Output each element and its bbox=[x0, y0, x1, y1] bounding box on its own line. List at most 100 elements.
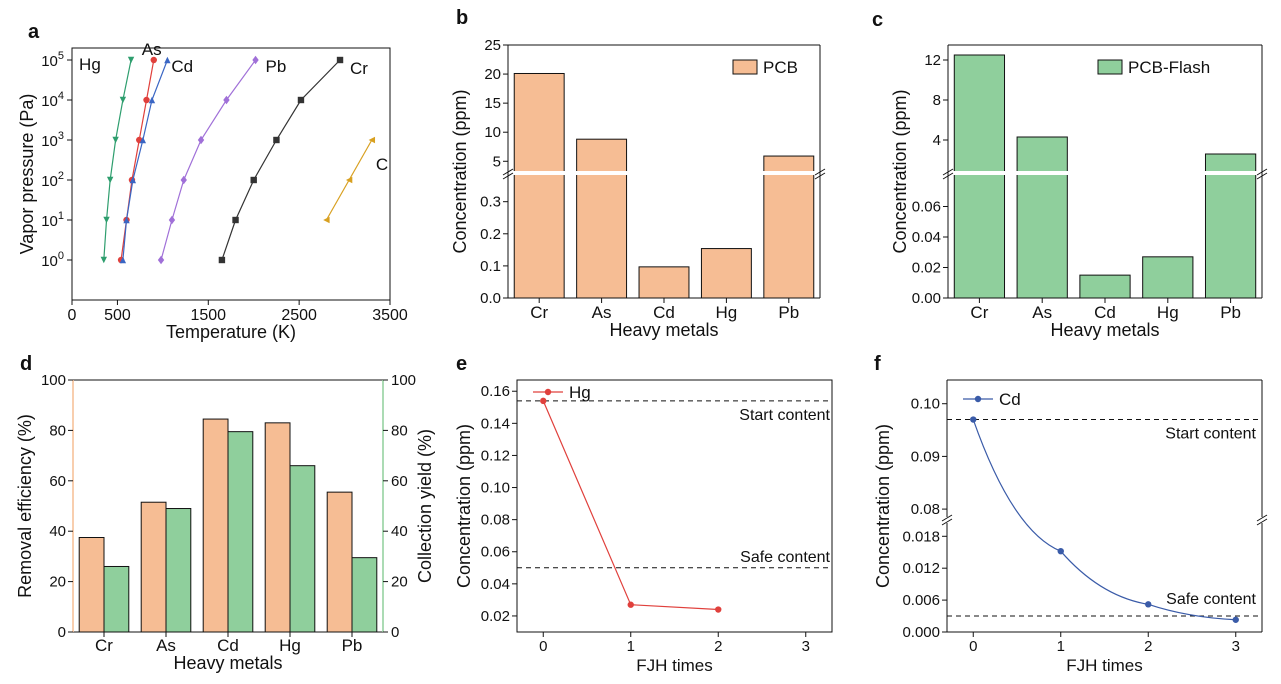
series-annotation-Pb: Pb bbox=[266, 57, 287, 76]
y-tick-label: 0.10 bbox=[481, 480, 510, 497]
data-point-Pb bbox=[157, 255, 165, 265]
y-tick-label: 0.02 bbox=[912, 260, 941, 277]
y-tick-label: 0.006 bbox=[902, 592, 940, 609]
data-point-Hg bbox=[127, 56, 135, 64]
axis-break-mark bbox=[814, 168, 826, 176]
y-tick-label: 0.000 bbox=[902, 624, 940, 641]
data-point-Cd bbox=[119, 256, 127, 264]
y-tick-label-right: 20 bbox=[391, 574, 408, 591]
x-tick-label: As bbox=[156, 636, 176, 655]
y-tick-base: 10 bbox=[41, 213, 58, 230]
x-tick-label: 1 bbox=[627, 638, 635, 655]
bar-Pb bbox=[763, 155, 815, 299]
y-tick-label: 0.12 bbox=[481, 447, 510, 464]
x-tick-label: 0 bbox=[539, 638, 547, 655]
bar-As bbox=[576, 138, 628, 299]
reference-label: Start content bbox=[1165, 426, 1256, 443]
series-annotation-As: As bbox=[142, 40, 162, 59]
y-tick-label: 10 bbox=[484, 124, 501, 141]
legend-marker bbox=[974, 395, 982, 403]
bar-As-0 bbox=[140, 501, 167, 633]
data-point-Cd bbox=[129, 176, 137, 184]
y-tick-base: 10 bbox=[41, 93, 58, 110]
y-tick-base: 10 bbox=[41, 53, 58, 70]
y-tick-label: 0.06 bbox=[481, 544, 510, 561]
data-point-C bbox=[323, 216, 330, 224]
data-point-Hg bbox=[103, 216, 110, 224]
chart-panel-b: 0.0 0.1 0.2 0.3 5 10 15 20 25 Cr As Cd Hg Pb Heavy met… bbox=[450, 37, 826, 340]
x-axis-label: Heavy metals bbox=[1050, 320, 1159, 340]
reference-label: Start content bbox=[739, 407, 830, 424]
y-tick-label-right: 100 bbox=[391, 372, 416, 389]
y-tick-label: 101 bbox=[41, 210, 64, 230]
x-tick-label: 3 bbox=[1232, 638, 1240, 655]
data-point-Cr bbox=[218, 256, 226, 264]
y-tick-label: 5 bbox=[493, 153, 501, 170]
x-tick-label: 3500 bbox=[372, 307, 408, 324]
bar-Cr bbox=[513, 72, 565, 299]
chart-panel-e: Start content Safe content 0.02 0.04 0.06 0.0… bbox=[454, 379, 833, 675]
x-tick-label: Cd bbox=[217, 636, 239, 655]
panel-letter-a: a bbox=[28, 21, 40, 43]
panel-letter-d: d bbox=[20, 353, 32, 375]
x-tick-label: 2500 bbox=[281, 307, 317, 324]
axis-break-mark bbox=[941, 514, 953, 522]
axis-break-mark bbox=[1256, 514, 1268, 522]
y-tick-label: 102 bbox=[41, 170, 64, 190]
y-tick-exponent: 0 bbox=[58, 250, 64, 262]
x-axis-label: Temperature (K) bbox=[166, 322, 296, 342]
bar-Cr-0 bbox=[78, 537, 105, 633]
x-tick-label: 3 bbox=[802, 638, 810, 655]
y-tick-label: 0.012 bbox=[902, 560, 940, 577]
data-point-Hg bbox=[627, 601, 634, 608]
y-tick-label: 100 bbox=[41, 250, 64, 270]
y-tick-label: 0.018 bbox=[902, 528, 940, 545]
y-tick-exponent: 3 bbox=[58, 130, 64, 142]
x-tick-label: Hg bbox=[1157, 303, 1179, 322]
y-tick-label: 0.08 bbox=[481, 512, 510, 529]
panel-letter-c: c bbox=[872, 9, 883, 31]
x-tick-label: Cr bbox=[530, 303, 548, 322]
axis-break-mark bbox=[1256, 172, 1268, 180]
data-point-Pb bbox=[252, 55, 259, 65]
axis-break-gap bbox=[507, 171, 821, 175]
x-axis-label: Heavy metals bbox=[173, 653, 282, 673]
axis-break-mark bbox=[1256, 518, 1268, 526]
series-line-Hg bbox=[103, 59, 132, 261]
y-axis-label: Concentration (ppm) bbox=[890, 89, 910, 253]
x-tick-label: Pb bbox=[778, 303, 799, 322]
panel-letter-b: b bbox=[456, 7, 468, 29]
panel-letter-f: f bbox=[874, 353, 881, 375]
plot-frame bbox=[71, 47, 391, 301]
y-tick-label-right: 80 bbox=[391, 422, 408, 439]
reference-label: Safe content bbox=[740, 549, 830, 566]
data-point-Hg bbox=[540, 397, 547, 405]
y-tick-label: 0.06 bbox=[912, 199, 941, 216]
series-line-Cr bbox=[221, 59, 341, 261]
bar-As-1 bbox=[165, 508, 192, 633]
x-tick-label: Cd bbox=[1094, 303, 1116, 322]
chart-panel-f: Start content Safe content 0.08 0.09 0.10 0.0… bbox=[873, 379, 1268, 675]
y-tick-label: 25 bbox=[484, 37, 501, 54]
y-tick-label-right: 0 bbox=[391, 624, 399, 641]
axis-break-mark bbox=[502, 172, 514, 180]
y-tick-label: 0.00 bbox=[912, 290, 941, 307]
x-tick-label: As bbox=[1032, 303, 1052, 322]
data-point-Cd bbox=[970, 416, 977, 423]
x-tick-label: 0 bbox=[969, 638, 977, 655]
data-point-Pb bbox=[223, 95, 230, 105]
legend-swatch bbox=[1097, 59, 1123, 75]
y-tick-label: 0.02 bbox=[481, 608, 510, 625]
data-point-Hg bbox=[715, 606, 722, 613]
y-tick-label: 15 bbox=[484, 95, 501, 112]
x-tick-label: 1 bbox=[1057, 638, 1065, 655]
bar-Pb-0 bbox=[326, 491, 353, 633]
data-point-Pb bbox=[180, 175, 187, 185]
series-annotation-Cr: Cr bbox=[350, 59, 368, 78]
data-point-Hg bbox=[100, 256, 107, 264]
y-tick-label: 8 bbox=[933, 92, 941, 109]
bar-Hg bbox=[700, 248, 752, 299]
axis-break-mark bbox=[814, 172, 826, 180]
y-tick-label: 105 bbox=[41, 50, 64, 70]
x-axis-label: Heavy metals bbox=[609, 320, 718, 340]
